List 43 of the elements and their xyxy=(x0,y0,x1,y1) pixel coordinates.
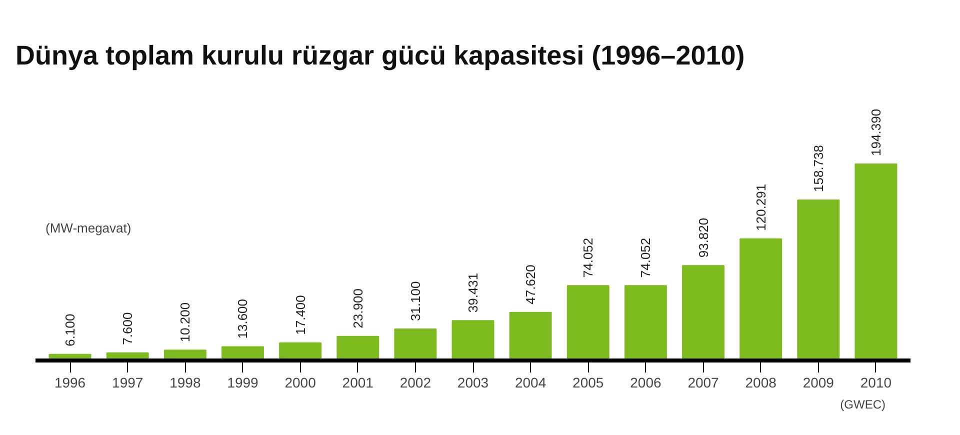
x-tick-label: 2003 xyxy=(457,374,489,390)
data-label: 74.052 xyxy=(638,238,654,278)
x-tick-label: 2004 xyxy=(514,374,546,390)
bar xyxy=(566,285,610,360)
x-tick-label: 2001 xyxy=(342,374,374,390)
x-tick-label: 1998 xyxy=(170,374,201,390)
data-label: 17.400 xyxy=(292,295,308,335)
bar xyxy=(854,163,898,360)
data-label: 23.900 xyxy=(350,288,366,328)
bar xyxy=(624,285,667,360)
bar xyxy=(336,336,380,360)
x-tick-label: 2009 xyxy=(802,374,834,390)
data-label: 47.620 xyxy=(523,264,538,304)
bar xyxy=(509,312,552,360)
bar xyxy=(682,265,724,360)
data-label: 6.100 xyxy=(62,314,78,346)
x-tick-label: 2002 xyxy=(400,374,432,390)
data-label: 74.052 xyxy=(580,238,596,278)
x-tick-label: 2005 xyxy=(572,374,604,390)
x-tick-label: 1997 xyxy=(112,374,144,390)
data-label: 7.600 xyxy=(120,312,136,345)
x-tick-label: 1999 xyxy=(227,374,259,390)
x-tick-label: 2010 xyxy=(860,374,892,390)
data-label: 39.431 xyxy=(466,272,480,313)
bar xyxy=(452,320,494,360)
x-tick-label: 1996 xyxy=(54,374,86,390)
data-label: 93.820 xyxy=(696,218,711,258)
data-label: 120.291 xyxy=(753,184,768,231)
text: (GWEC) xyxy=(840,398,886,412)
x-tick-label: 2000 xyxy=(284,374,316,390)
y-axis-title: (MW-megavat) xyxy=(46,220,132,236)
data-label: 13.600 xyxy=(235,298,250,339)
x-tick-label: 2008 xyxy=(745,374,777,390)
data-label: 194.390 xyxy=(868,108,884,156)
data-label: 10.200 xyxy=(178,302,193,342)
x-tick-label: 2007 xyxy=(688,374,720,390)
data-label: 31.100 xyxy=(408,281,423,322)
bar xyxy=(797,199,840,360)
chart-title: Dünya toplam kurulu rüzgar gücü kapasitesi (1996–2010) xyxy=(16,40,745,70)
data-label: 158.738 xyxy=(810,144,826,192)
bar xyxy=(394,328,437,360)
bar xyxy=(740,238,782,360)
x-tick-label: 2006 xyxy=(630,374,662,390)
